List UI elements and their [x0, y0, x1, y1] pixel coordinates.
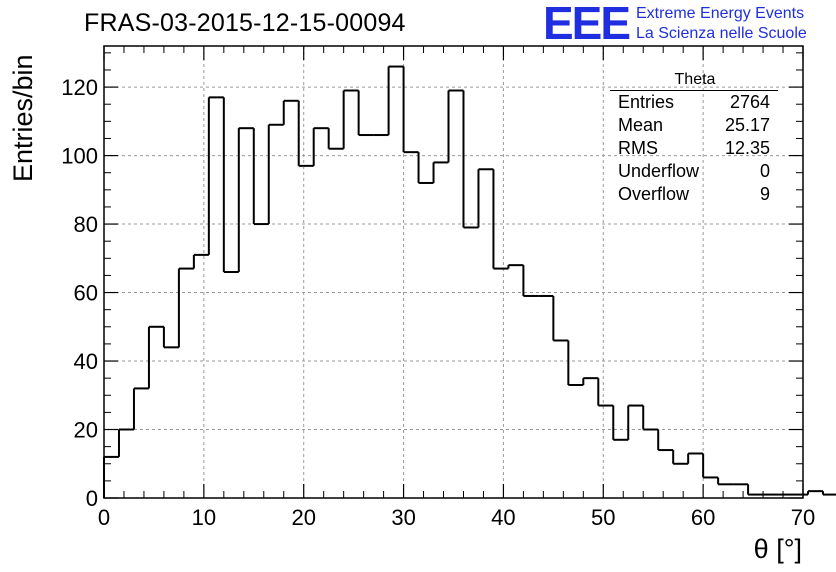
page-title: FRAS-03-2015-12-15-00094	[84, 9, 406, 37]
stats-label: RMS	[618, 138, 658, 158]
stats-row-rms: RMS 12.35	[618, 138, 770, 160]
y-axis-title: Entries/bin	[8, 54, 38, 182]
x-tick-label: 20	[291, 505, 315, 530]
stats-box-divider	[610, 90, 778, 91]
y-tick-label: 120	[61, 75, 98, 100]
y-tick-label: 100	[61, 144, 98, 169]
histogram-series	[103, 65, 836, 498]
stats-value: 25.17	[724, 115, 770, 135]
plot-frame	[103, 45, 804, 499]
x-tick-label: 40	[491, 505, 515, 530]
logo-caption-line2: La Scienza nelle Scuole	[636, 25, 807, 42]
x-tick-label: 70	[791, 505, 815, 530]
stats-value: 2764	[729, 92, 770, 112]
x-tick-label: 30	[391, 505, 415, 530]
stats-value: 9	[759, 184, 770, 204]
grid	[104, 46, 803, 498]
stats-box-title: Theta	[674, 71, 716, 88]
x-tick-label: 10	[192, 505, 216, 530]
y-tick-label: 80	[74, 212, 98, 237]
stats-label: Overflow	[618, 184, 690, 204]
x-tick-label: 60	[691, 505, 715, 530]
stats-label: Underflow	[618, 161, 700, 181]
x-tick-label: 0	[98, 505, 110, 530]
logo-caption: Extreme Energy Events La Scienza nelle S…	[636, 4, 807, 44]
y-tick-label: 20	[74, 418, 98, 443]
axis-ticks	[103, 46, 804, 499]
y-tick-label: 60	[74, 281, 98, 306]
tick-labels: 0 10 20 30 40 50 60 70 0 20 40 60 80 100 120	[61, 75, 815, 530]
stats-label: Mean	[618, 115, 664, 135]
x-tick-label: 50	[591, 505, 615, 530]
x-axis-title: θ [°]	[753, 534, 802, 564]
stats-value: 0	[759, 161, 770, 181]
y-tick-label: 40	[74, 349, 98, 374]
stats-value: 12.35	[724, 138, 770, 158]
stats-row-underflow: Underflow 0	[618, 161, 770, 183]
stats-label: Entries	[618, 92, 675, 112]
logo-caption-line1: Extreme Energy Events	[636, 5, 805, 22]
eee-logo: EEE	[543, 0, 631, 49]
stats-row-entries: Entries 2764	[618, 92, 770, 114]
stats-row-mean: Mean 25.17	[618, 115, 770, 137]
y-tick-label: 0	[86, 486, 98, 511]
stats-row-overflow: Overflow 9	[618, 184, 770, 206]
